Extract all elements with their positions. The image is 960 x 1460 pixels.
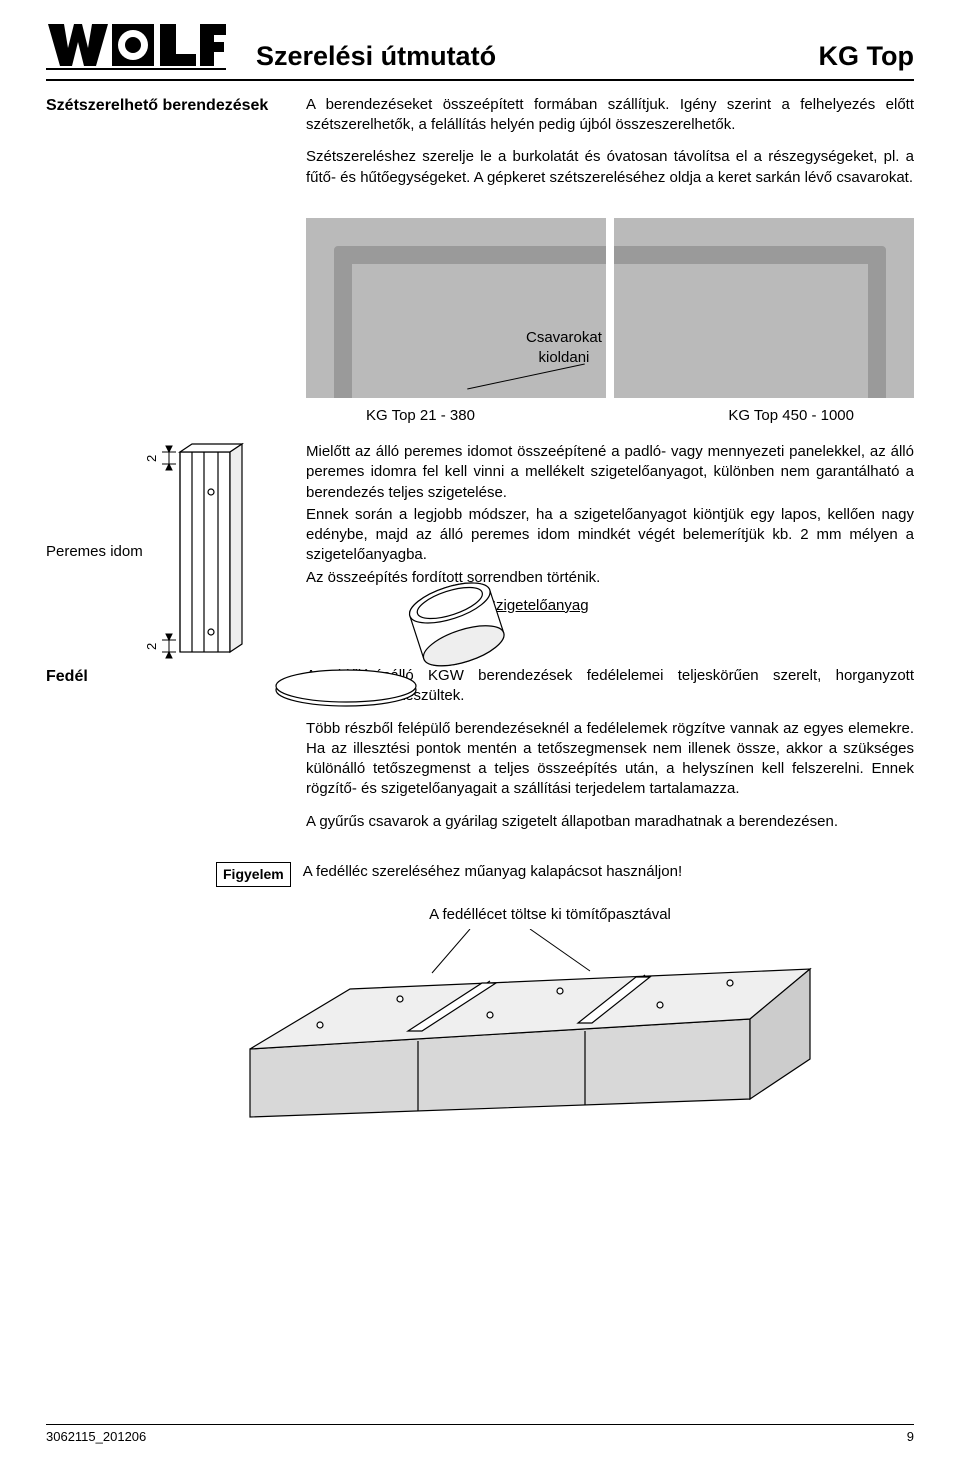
callout-label: Csavarokat kioldani — [526, 328, 602, 369]
sealant-diagram — [266, 572, 526, 718]
footer-page-num: 9 — [907, 1428, 914, 1446]
profile-p1: Mielőtt az álló peremes idomot összeépít… — [306, 442, 914, 503]
para-intro-1: A berendezéseket összeépített formában s… — [306, 95, 914, 136]
profile-text: Mielőtt az álló peremes idomot összeépít… — [306, 442, 914, 616]
section-body: A berendezéseket összeépített formában s… — [306, 95, 914, 200]
header-main-title: Szerelési útmutató — [256, 38, 496, 74]
frame-photos: Csavarokat kioldani — [306, 218, 914, 398]
brand-logo — [46, 20, 236, 75]
footer-doc-id: 3062115_201206 — [46, 1428, 146, 1446]
page-header: Szerelési útmutató KG Top — [46, 20, 914, 81]
attention-box: Figyelem — [216, 862, 291, 887]
dim-top: 2 — [144, 455, 159, 462]
header-product: KG Top — [819, 38, 914, 74]
cover-p2: Több részből felépülő berendezéseknél a … — [306, 719, 914, 800]
attention-row: Figyelem A fedélléc szereléséhez műanyag… — [46, 862, 914, 887]
attention-text: A fedélléc szereléséhez műanyag kalapács… — [303, 862, 914, 887]
profile-label: Peremes idom — [46, 542, 143, 562]
model-labels: KG Top 21 - 380 KG Top 450 - 1000 — [306, 406, 914, 426]
section-heading: Szétszerelhető berendezések — [46, 95, 306, 200]
callout-line1: Csavarokat — [526, 329, 602, 346]
model-left: KG Top 21 - 380 — [366, 406, 475, 426]
page-footer: 3062115_201206 9 — [46, 1424, 914, 1446]
callout-line2: kioldani — [539, 349, 590, 366]
profile-p2: Ennek során a legjobb módszer, ha a szig… — [306, 505, 914, 566]
para-intro-2: Szétszereléshez szerelje le a burkolatát… — [306, 147, 914, 188]
section-disassembly: Szétszerelhető berendezések A berendezés… — [46, 95, 914, 200]
roof-caption: A fedéllécet töltse ki tömítőpasztával — [186, 905, 914, 925]
frame-photo-right — [614, 218, 914, 398]
cover-p3: A gyűrűs csavarok a gyárilag szigetelt á… — [306, 812, 914, 832]
section-profile: Peremes idom — [46, 442, 914, 616]
header-titles: Szerelési útmutató KG Top — [236, 38, 914, 74]
frame-photo-left — [306, 218, 606, 398]
dim-bottom: 2 — [144, 643, 159, 650]
model-right: KG Top 450 - 1000 — [728, 406, 854, 426]
roof-diagram — [106, 929, 914, 1119]
